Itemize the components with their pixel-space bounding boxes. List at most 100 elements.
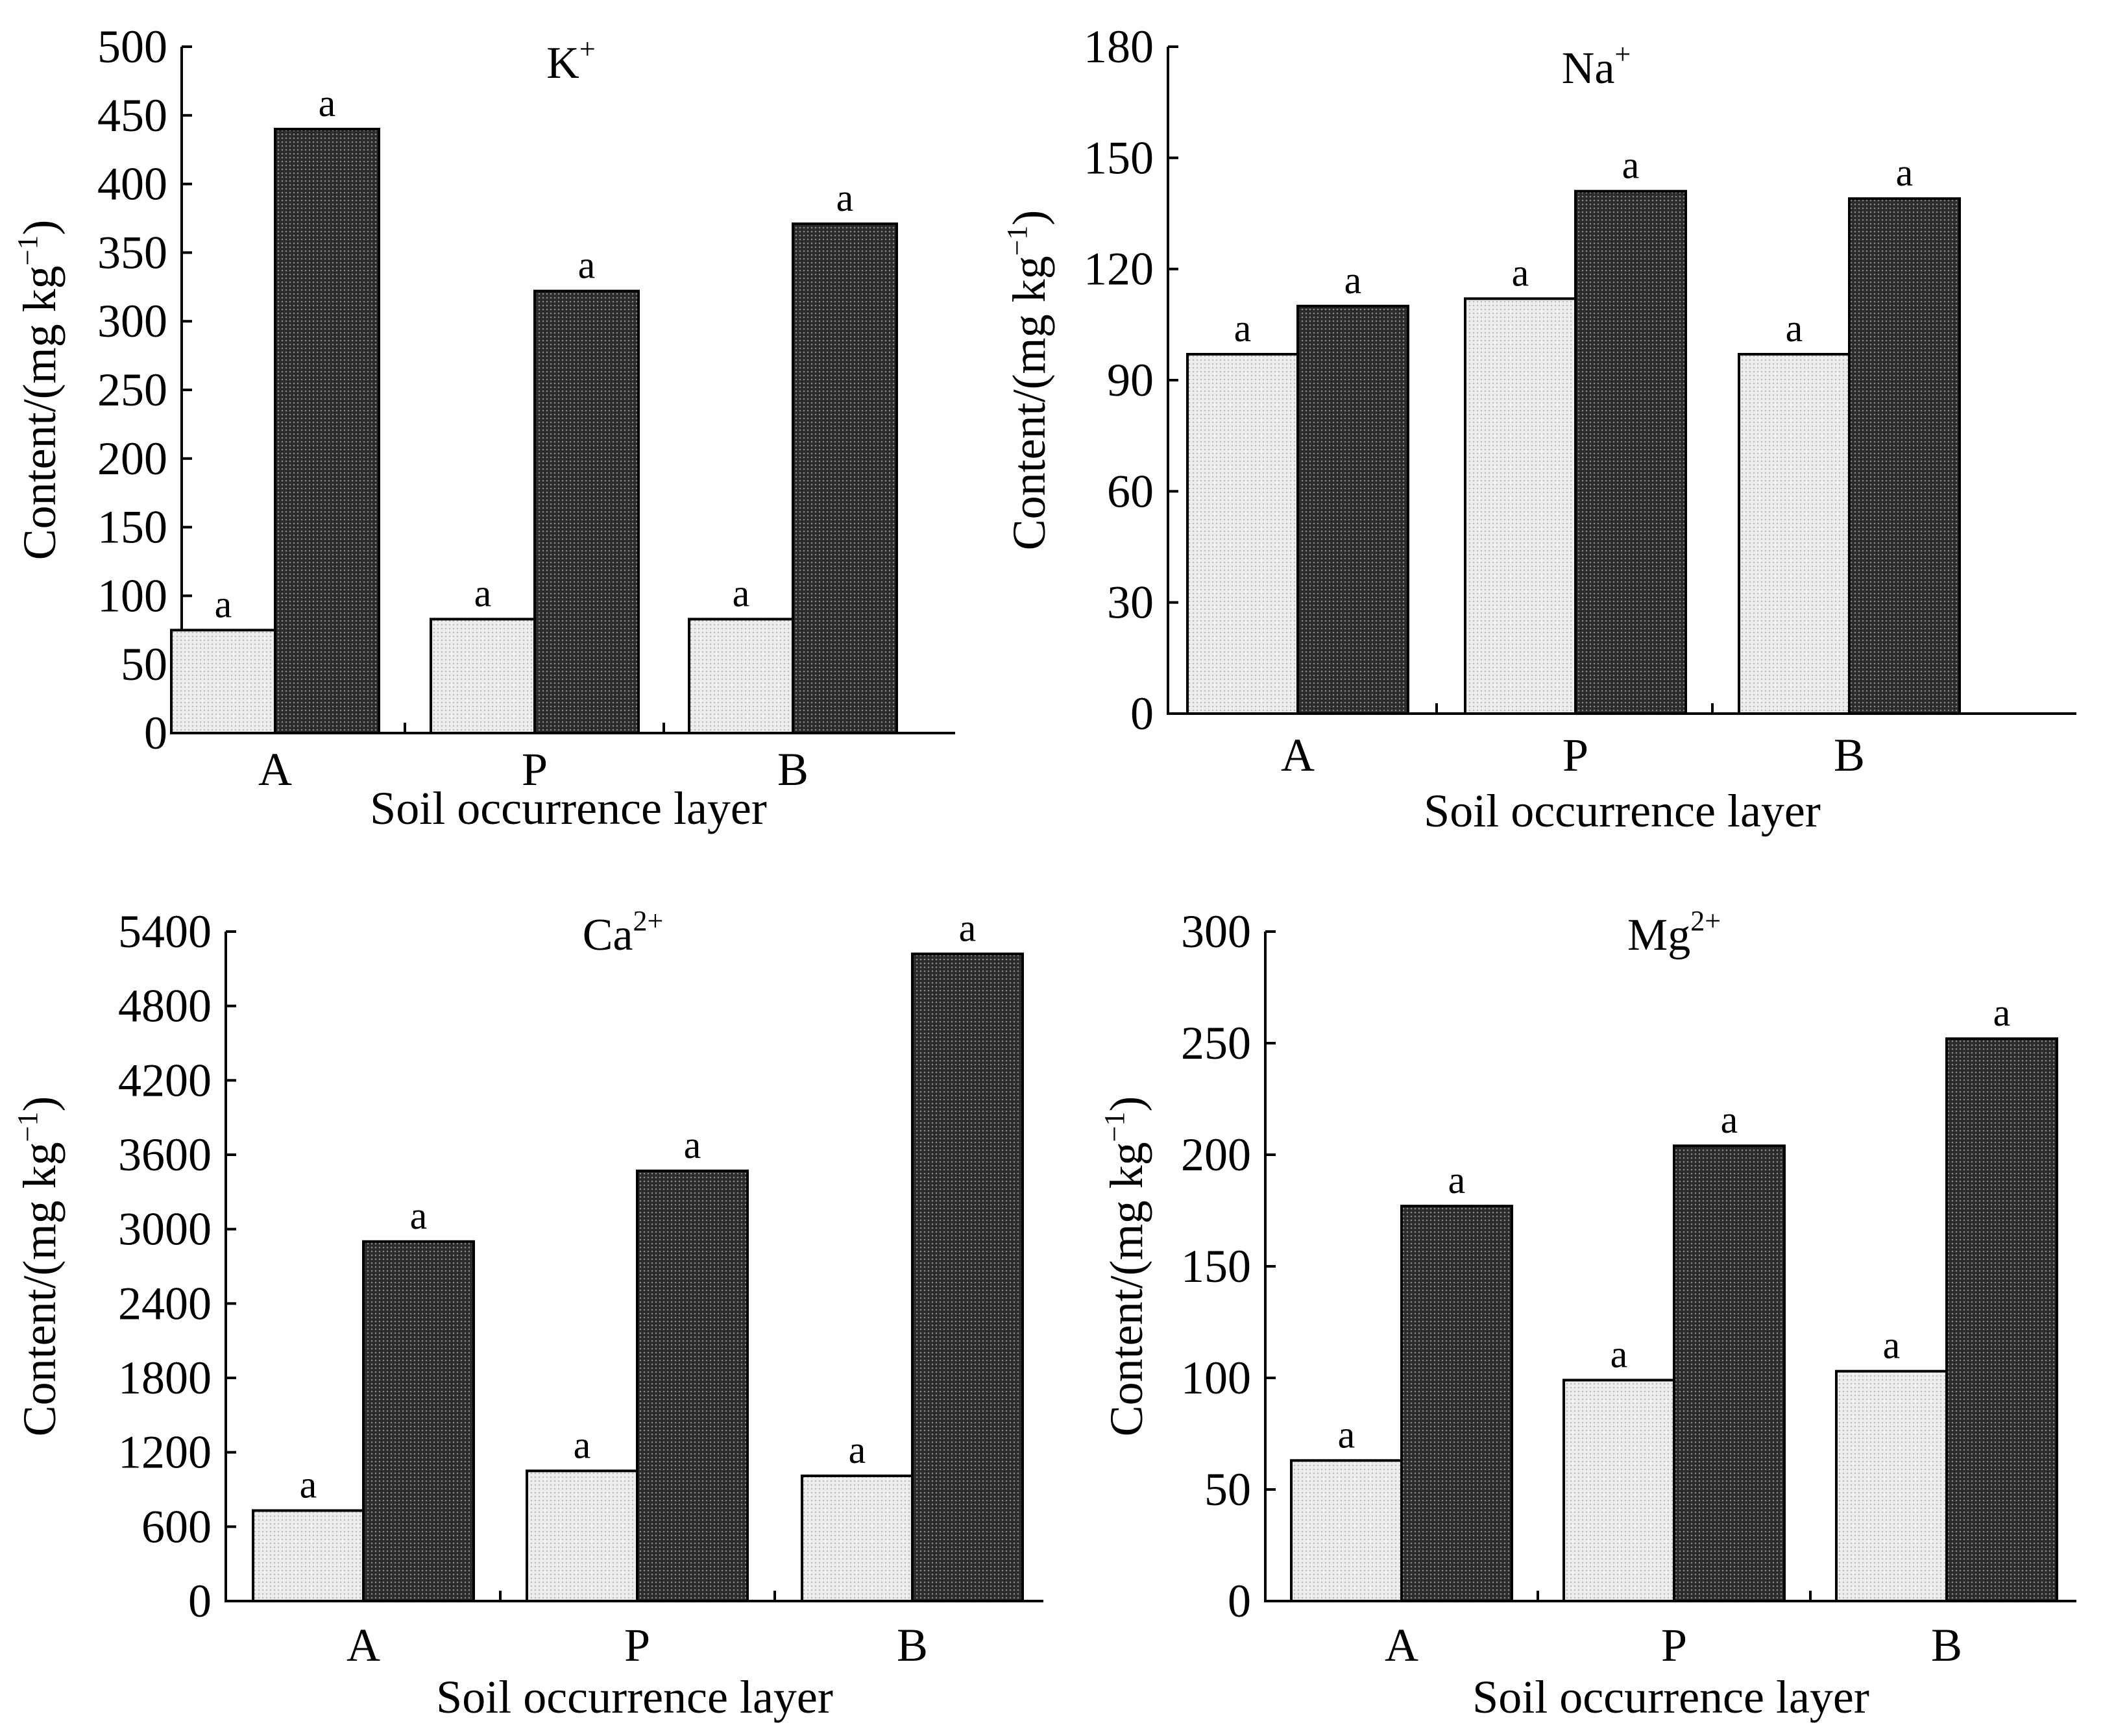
bar-p-dark [636, 1169, 749, 1603]
bar-p-dark [533, 289, 640, 734]
y-tick-label: 0 [188, 1575, 212, 1627]
y-tick-label: 150 [97, 501, 167, 553]
y-tick-label: 50 [1204, 1464, 1251, 1515]
panel-ca: 0 600 1200 1800 2400 3000 3600 4200 4800 5400 a a Aa… [12, 905, 1043, 1723]
bar-p-dark [1673, 1144, 1786, 1602]
bar-a-light [170, 629, 276, 734]
y-tick-label: 300 [1181, 906, 1251, 958]
panel-title: Mg2+ [1627, 905, 1721, 960]
significance-label: a [959, 906, 977, 949]
y-tick-label: 450 [97, 90, 167, 141]
significance-label: a [849, 1429, 866, 1471]
y-tick-label: 200 [1181, 1129, 1251, 1181]
bar-b-light [688, 618, 794, 735]
significance-label: a [215, 583, 232, 625]
y-axis-title: Content/(mg kg−1) [1099, 1096, 1152, 1437]
significance-label: a [300, 1463, 317, 1506]
y-tick-label: 0 [1228, 1575, 1251, 1627]
significance-label: a [684, 1124, 701, 1166]
bar-a-light [252, 1509, 365, 1602]
category-label: B [1834, 729, 1865, 781]
y-tick-label: 1800 [118, 1352, 212, 1404]
category-label: B [897, 1619, 928, 1671]
significance-label: a [1448, 1159, 1466, 1201]
y-tick-label: 180 [1084, 21, 1154, 73]
bar-p-light [1464, 297, 1577, 716]
category-label: P [522, 743, 548, 795]
y-tick-label: 3600 [118, 1129, 212, 1181]
y-tick-label: 150 [1084, 132, 1154, 184]
y-tick-label: 60 [1107, 465, 1154, 517]
category-label: B [777, 743, 808, 795]
category-label: P [624, 1619, 650, 1671]
y-tick-label: 3000 [118, 1203, 212, 1255]
bar-a-light [1186, 353, 1299, 715]
y-tick-label: 4800 [118, 980, 212, 1032]
significance-label: a [1234, 307, 1252, 350]
y-tick-label: 0 [1130, 688, 1154, 740]
y-tick-label: 600 [141, 1501, 212, 1552]
bar-a-dark [1296, 304, 1409, 715]
y-tick-label: 30 [1107, 577, 1154, 629]
significance-label: a [1993, 991, 2011, 1034]
bar-b-dark [792, 222, 898, 734]
significance-label: a [1611, 1332, 1628, 1375]
panel-k: 0 50 100 150 200 250 300 350 400 450 500 a a Aa a Pa a B K… [12, 21, 955, 834]
y-tick-label: 100 [1181, 1352, 1251, 1404]
y-tick-label: 4200 [118, 1054, 212, 1106]
significance-label: a [319, 82, 336, 125]
y-tick-label: 250 [1181, 1017, 1251, 1069]
y-tick-label: 100 [97, 570, 167, 621]
bar-a-dark [274, 127, 380, 734]
y-tick-label: 500 [97, 21, 167, 73]
x-axis-title: Soil occurrence layer [436, 1671, 833, 1723]
significance-label: a [733, 572, 750, 614]
significance-label: a [574, 1423, 591, 1466]
category-label: A [258, 743, 292, 795]
bar-b-light [801, 1474, 914, 1602]
significance-label: a [1338, 1413, 1355, 1456]
bar-a-light [1290, 1459, 1403, 1603]
significance-label: a [410, 1194, 428, 1237]
x-axis-title: Soil occurrence layer [370, 782, 767, 834]
bar-b-dark [1848, 197, 1961, 715]
category-label: P [1661, 1619, 1687, 1671]
significance-label: a [1344, 259, 1362, 302]
bar-b-light [1738, 353, 1851, 715]
panel-mg: 0 50 100 150 200 250 300 a a Aa a Pa a B Mg2+ Soil occu… [1099, 905, 2076, 1723]
x-axis-title: Soil occurrence layer [1424, 785, 1821, 837]
bar-b-light [1835, 1369, 1948, 1602]
category-label: P [1562, 729, 1588, 781]
category-label: A [1385, 1619, 1418, 1671]
bar-p-dark [1574, 189, 1687, 715]
y-axis-title: Content/(mg kg−1) [1001, 210, 1055, 551]
y-tick-label: 1200 [118, 1427, 212, 1478]
significance-label: a [1883, 1324, 1901, 1367]
y-tick-label: 400 [97, 158, 167, 210]
bar-a-dark [1400, 1205, 1513, 1602]
y-tick-label: 5400 [118, 906, 212, 958]
significance-label: a [1721, 1098, 1738, 1141]
bar-p-light [1562, 1379, 1675, 1602]
y-tick-label: 250 [97, 364, 167, 416]
bar-p-light [430, 618, 536, 735]
significance-label: a [1896, 151, 1914, 194]
panel-title: Na+ [1562, 38, 1631, 93]
significance-label: a [474, 572, 492, 614]
y-tick-label: 200 [97, 433, 167, 485]
panel-title: K+ [546, 33, 595, 88]
y-tick-label: 0 [144, 707, 167, 759]
x-axis-title: Soil occurrence layer [1472, 1671, 1869, 1723]
significance-label: a [578, 244, 596, 287]
y-tick-label: 2400 [118, 1277, 212, 1329]
y-tick-label: 50 [121, 638, 167, 690]
category-label: B [1931, 1619, 1962, 1671]
y-axis-title: Content/(mg kg−1) [12, 1096, 66, 1437]
category-label: A [346, 1619, 380, 1671]
y-axis-title: Content/(mg kg−1) [12, 220, 66, 561]
bar-p-light [526, 1469, 638, 1602]
bar-b-dark [1945, 1037, 2058, 1602]
panel-title: Ca2+ [583, 905, 664, 960]
y-tick-label: 150 [1181, 1240, 1251, 1292]
